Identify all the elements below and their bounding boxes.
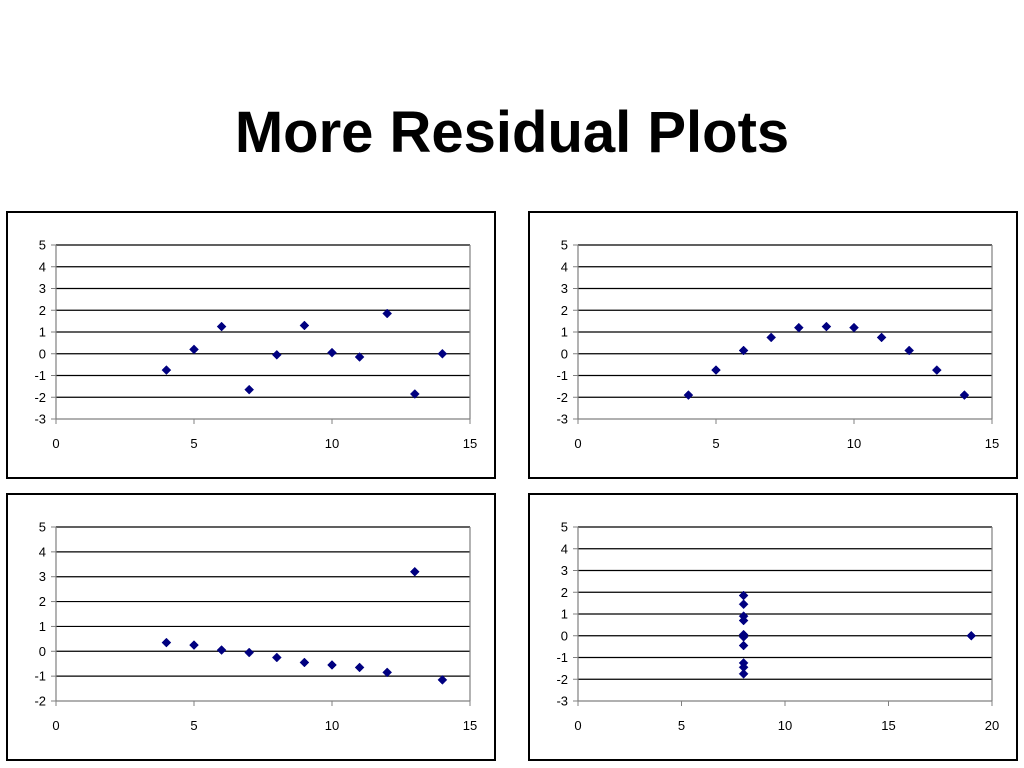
data-point xyxy=(876,332,887,343)
y-tick-label: 1 xyxy=(561,325,568,340)
x-tick-label: 10 xyxy=(778,718,792,733)
x-tick-label: 0 xyxy=(574,718,581,733)
data-point xyxy=(959,390,970,400)
residual-plot-3: -2 -1 0 1 2 3 4 5 0 5 10 15 xyxy=(6,493,496,761)
residual-plot-4: -3 -2 -1 0 1 2 3 4 5 0 5 10 15 20 xyxy=(528,493,1018,761)
y-tick-label: -2 xyxy=(34,390,46,405)
y-tick-label: 5 xyxy=(39,238,46,253)
data-point xyxy=(711,365,721,375)
y-tick-label: 3 xyxy=(39,281,46,296)
data-point xyxy=(244,647,255,658)
x-tick-label: 15 xyxy=(985,436,999,451)
data-point xyxy=(216,321,227,332)
x-tick-label: 5 xyxy=(190,718,197,733)
data-point xyxy=(161,637,172,648)
data-point xyxy=(271,652,282,663)
x-tick-label: 5 xyxy=(190,436,197,451)
data-point xyxy=(683,390,694,400)
data-point xyxy=(354,662,365,673)
data-point xyxy=(821,321,832,332)
slide-title: More Residual Plots xyxy=(234,100,790,165)
y-tick-label: -3 xyxy=(34,412,46,427)
residual-plot-2-svg: -3 -2 -1 0 1 2 3 4 5 0 5 10 15 xyxy=(556,238,999,452)
x-tick-label: 5 xyxy=(712,436,719,451)
x-tick-label: 15 xyxy=(463,436,477,451)
data-point xyxy=(966,630,977,641)
y-tick-label: 3 xyxy=(39,569,46,584)
y-tick-label: 1 xyxy=(39,619,46,634)
x-tick-label: 10 xyxy=(325,718,339,733)
residual-plot-2: -3 -2 -1 0 1 2 3 4 5 0 5 10 15 xyxy=(528,211,1018,479)
data-point xyxy=(849,322,859,333)
x-tick-label: 15 xyxy=(881,718,895,733)
data-point xyxy=(738,615,749,626)
residual-plot-1-svg: -3 -2 -1 0 1 2 3 4 5 0 5 10 15 xyxy=(34,238,477,452)
data-point xyxy=(766,332,777,343)
y-tick-label: 0 xyxy=(39,644,46,659)
y-tick-label: -2 xyxy=(556,390,568,405)
y-tick-label: 1 xyxy=(561,607,568,622)
data-point xyxy=(271,349,282,360)
y-tick-label: 4 xyxy=(39,544,46,559)
data-point xyxy=(738,599,749,610)
y-tick-label: 4 xyxy=(561,541,568,556)
x-tick-label: 0 xyxy=(52,436,59,451)
data-point xyxy=(738,668,749,679)
data-point xyxy=(382,308,393,319)
data-point xyxy=(738,345,749,356)
data-point xyxy=(216,645,227,655)
y-tick-label: 4 xyxy=(561,259,568,274)
x-tick-label: 15 xyxy=(463,718,477,733)
data-point xyxy=(327,660,337,670)
y-tick-label: 2 xyxy=(561,303,568,318)
data-point xyxy=(327,347,337,358)
y-tick-label: -2 xyxy=(556,672,568,687)
data-point xyxy=(244,384,255,395)
y-tick-label: 5 xyxy=(561,520,568,535)
data-point xyxy=(354,352,365,362)
data-point xyxy=(382,667,393,678)
x-tick-label: 10 xyxy=(847,436,861,451)
x-tick-label: 20 xyxy=(985,718,999,733)
x-tick-label: 10 xyxy=(325,436,339,451)
y-tick-label: 3 xyxy=(561,281,568,296)
x-tick-label: 0 xyxy=(574,436,581,451)
y-tick-label: 5 xyxy=(39,520,46,535)
y-tick-label: 4 xyxy=(39,259,46,274)
data-point xyxy=(437,675,448,685)
data-point xyxy=(738,640,749,651)
data-point xyxy=(409,566,420,577)
residual-plot-4-svg: -3 -2 -1 0 1 2 3 4 5 0 5 10 15 20 xyxy=(556,520,999,734)
y-tick-label: 0 xyxy=(561,628,568,643)
y-tick-label: -2 xyxy=(34,694,46,709)
y-tick-label: -1 xyxy=(556,650,568,665)
y-tick-label: 3 xyxy=(561,563,568,578)
x-tick-label: 5 xyxy=(678,718,685,733)
y-tick-label: 2 xyxy=(39,303,46,318)
y-tick-label: 2 xyxy=(561,585,568,600)
y-tick-label: 0 xyxy=(39,346,46,361)
x-tick-label: 0 xyxy=(52,718,59,733)
data-point xyxy=(299,657,310,668)
y-tick-label: -3 xyxy=(556,694,568,709)
data-point xyxy=(299,320,310,331)
data-point xyxy=(189,344,199,355)
y-tick-label: -1 xyxy=(34,368,46,383)
y-tick-label: -1 xyxy=(556,368,568,383)
y-tick-label: -1 xyxy=(34,669,46,684)
y-tick-label: -3 xyxy=(556,412,568,427)
y-tick-label: 2 xyxy=(39,594,46,609)
y-tick-label: 1 xyxy=(39,325,46,340)
data-point xyxy=(931,365,942,375)
y-tick-label: 5 xyxy=(561,238,568,253)
data-point xyxy=(904,345,915,356)
data-point xyxy=(793,322,804,333)
residual-plot-1: -3 -2 -1 0 1 2 3 4 5 0 5 10 15 xyxy=(6,211,496,479)
y-tick-label: 0 xyxy=(561,346,568,361)
data-point xyxy=(437,348,448,359)
data-point xyxy=(409,389,420,399)
residual-plot-3-svg: -2 -1 0 1 2 3 4 5 0 5 10 15 xyxy=(34,520,477,734)
data-point xyxy=(189,640,199,650)
data-point xyxy=(161,365,172,375)
